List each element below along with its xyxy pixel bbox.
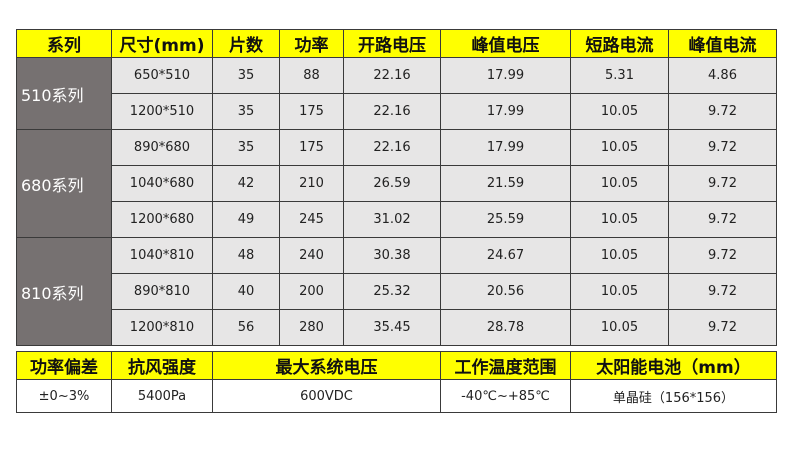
table-cell: 10.05	[570, 93, 669, 130]
table-cell: 88	[279, 57, 344, 94]
table-cell: 25.32	[343, 273, 441, 310]
table-row: 680系列 890*680 35 175 22.16 17.99 10.05 9.72	[16, 129, 777, 238]
table-row: 510系列 650*510 35 88 22.16 17.99 5.31 4.86	[16, 57, 777, 130]
table-cell: 22.16	[343, 129, 441, 166]
table-cell: 1200*680	[111, 201, 213, 238]
table-cell: 30.38	[343, 237, 441, 274]
table-row: 1200*510 35 175 22.16 17.99 10.05 9.72	[17, 93, 777, 130]
table-cell: 40	[212, 273, 280, 310]
table-cell: 42	[212, 165, 280, 202]
table-cell: 1040*680	[111, 165, 213, 202]
table-cell: 240	[279, 237, 344, 274]
table-cell: 890*810	[111, 273, 213, 310]
table-cell: 9.72	[668, 273, 777, 310]
spec-header: 功率偏差	[16, 351, 112, 380]
spec-header: 太阳能电池（mm）	[570, 351, 777, 380]
table-cell: 22.16	[343, 57, 441, 94]
column-header: 功率	[279, 29, 344, 58]
module-spec-table: 系列 尺寸(mm) 片数 功率 开路电压 峰值电压 短路电流 峰值电流 510系列 650*510…	[16, 29, 777, 346]
table-row: 1200*810 56 280 35.45 28.78 10.05 9.72	[17, 309, 777, 346]
table-cell: 22.16	[343, 93, 441, 130]
column-header: 短路电流	[570, 29, 669, 58]
table-cell: 10.05	[570, 129, 669, 166]
table-cell: 9.72	[668, 237, 777, 274]
column-header: 峰值电流	[668, 29, 777, 58]
table-cell: 175	[279, 93, 344, 130]
table-cell: 56	[212, 309, 280, 346]
table-cell: 26.59	[343, 165, 441, 202]
table-cell: 9.72	[668, 165, 777, 202]
table-cell: 9.72	[668, 309, 777, 346]
table-cell: 10.05	[570, 201, 669, 238]
table-cell: 1200*510	[111, 93, 213, 130]
table-cell: 17.99	[440, 57, 571, 94]
table-cell: 35.45	[343, 309, 441, 346]
spec-value: 5400Pa	[111, 379, 213, 413]
table-cell: 17.99	[440, 129, 571, 166]
table-cell: 35	[212, 93, 280, 130]
table-cell: 25.59	[440, 201, 571, 238]
spec-value: ±0~3%	[16, 379, 112, 413]
table-cell: 650*510	[111, 57, 213, 94]
series-label: 510系列	[16, 57, 112, 130]
table-cell: 9.72	[668, 129, 777, 166]
table-cell: 20.56	[440, 273, 571, 310]
table-cell: 10.05	[570, 237, 669, 274]
spec-header: 最大系统电压	[212, 351, 441, 380]
table-row: 1200*680 49 245 31.02 25.59 10.05 9.72	[17, 201, 777, 238]
table-row: 890*810 40 200 25.32 20.56 10.05 9.72	[17, 273, 777, 310]
spec-header: 抗风强度	[111, 351, 213, 380]
column-header: 系列	[16, 29, 112, 58]
spec-header: 工作温度范围	[440, 351, 571, 380]
column-header: 开路电压	[343, 29, 441, 58]
column-header: 尺寸(mm)	[111, 29, 213, 58]
table-cell: 210	[279, 165, 344, 202]
table-cell: 9.72	[668, 201, 777, 238]
table-cell: 1200*810	[111, 309, 213, 346]
table-cell: 9.72	[668, 93, 777, 130]
spec-value: 600VDC	[212, 379, 441, 413]
table-cell: 17.99	[440, 93, 571, 130]
table-cell: 200	[279, 273, 344, 310]
table-cell: 175	[279, 129, 344, 166]
spec-value: 单晶硅（156*156）	[570, 379, 777, 413]
table-cell: 35	[212, 129, 280, 166]
series-label: 810系列	[16, 237, 112, 346]
table-cell: 1040*810	[111, 237, 213, 274]
table-cell: 24.67	[440, 237, 571, 274]
table-cell: 5.31	[570, 57, 669, 94]
table-row: 810系列 1040*810 48 240 30.38 24.67 10.05 9.72	[16, 237, 777, 346]
table-cell: 28.78	[440, 309, 571, 346]
table-cell: 10.05	[570, 273, 669, 310]
column-header: 峰值电压	[440, 29, 571, 58]
table-cell: 31.02	[343, 201, 441, 238]
table-cell: 49	[212, 201, 280, 238]
table-cell: 10.05	[570, 165, 669, 202]
table-cell: 21.59	[440, 165, 571, 202]
series-label: 680系列	[16, 129, 112, 238]
table-cell: 4.86	[668, 57, 777, 94]
column-header: 片数	[212, 29, 280, 58]
table-cell: 35	[212, 57, 280, 94]
table-cell: 280	[279, 309, 344, 346]
table-cell: 10.05	[570, 309, 669, 346]
table-cell: 48	[212, 237, 280, 274]
table-cell: 245	[279, 201, 344, 238]
general-spec-table: 功率偏差 抗风强度 最大系统电压 工作温度范围 太阳能电池（mm） ±0~3% 5400Pa…	[16, 351, 777, 413]
table-cell: 890*680	[111, 129, 213, 166]
spec-value: -40℃~+85℃	[440, 379, 571, 413]
table-row: 1040*680 42 210 26.59 21.59 10.05 9.72	[17, 165, 777, 202]
